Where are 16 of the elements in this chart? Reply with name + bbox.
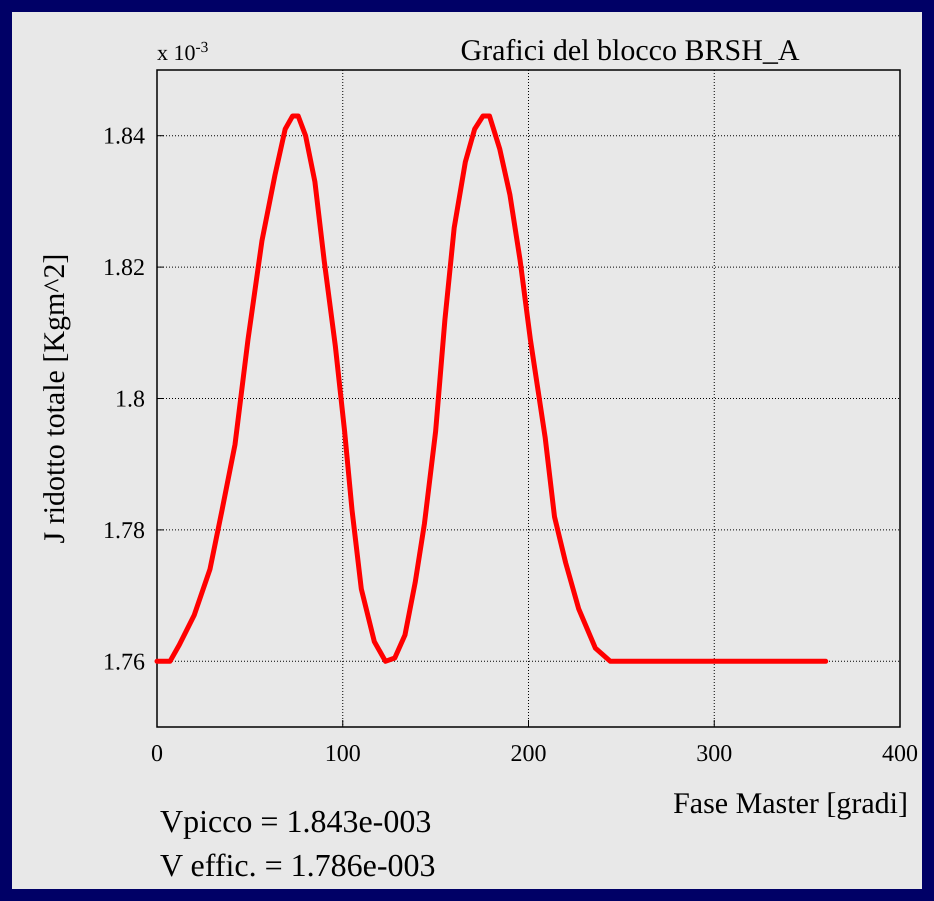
y-tick-label: 1.82: [103, 255, 145, 282]
text: x 10$^{-3}$: [157, 38, 209, 65]
y-tick-label: 1.84: [103, 124, 145, 150]
x-tick-label: 300: [696, 741, 732, 767]
y-tick-label: 1.8: [115, 386, 145, 412]
text: Vpicco = 1.843e-003: [160, 803, 432, 839]
y-tick-label: 1.76: [103, 649, 145, 676]
chart-title: Grafici del blocco BRSH_A: [460, 34, 800, 67]
text: V effic. = 1.786e-003: [160, 847, 436, 883]
x-tick-label: 400: [882, 741, 918, 767]
x-tick-label: 100: [324, 741, 361, 767]
x-tick-label: 0: [151, 741, 163, 767]
y-axis-title: J ridotto totale [Kgm^2]: [38, 254, 71, 544]
x-tick-label: 200: [510, 741, 546, 767]
y-tick-label: 1.78: [103, 518, 145, 544]
x-axis-title: Fase Master [gradi]: [673, 787, 908, 820]
